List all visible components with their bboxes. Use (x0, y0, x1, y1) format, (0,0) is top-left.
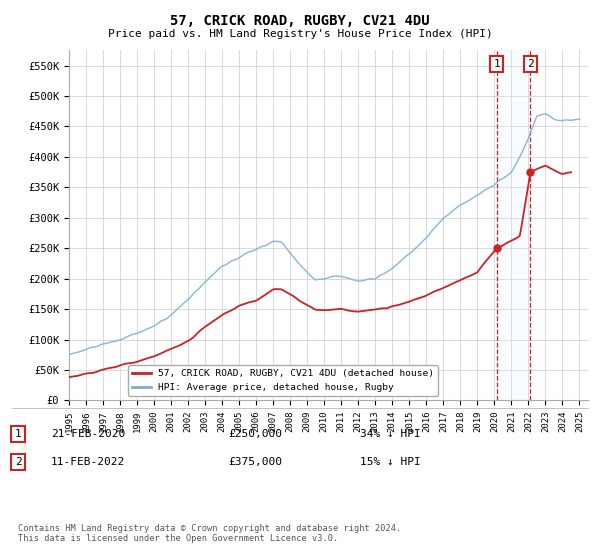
Text: 57, CRICK ROAD, RUGBY, CV21 4DU: 57, CRICK ROAD, RUGBY, CV21 4DU (170, 14, 430, 28)
Text: 34% ↓ HPI: 34% ↓ HPI (360, 429, 421, 439)
Legend: 57, CRICK ROAD, RUGBY, CV21 4DU (detached house), HPI: Average price, detached h: 57, CRICK ROAD, RUGBY, CV21 4DU (detache… (128, 366, 438, 396)
Text: 21-FEB-2020: 21-FEB-2020 (51, 429, 125, 439)
Bar (497, 50, 530, 400)
Text: Contains HM Land Registry data © Crown copyright and database right 2024.
This d: Contains HM Land Registry data © Crown c… (18, 524, 401, 543)
Text: 2: 2 (14, 457, 22, 467)
Text: 15% ↓ HPI: 15% ↓ HPI (360, 457, 421, 467)
Text: 11-FEB-2022: 11-FEB-2022 (51, 457, 125, 467)
Text: £250,000: £250,000 (228, 429, 282, 439)
Text: Price paid vs. HM Land Registry's House Price Index (HPI): Price paid vs. HM Land Registry's House … (107, 29, 493, 39)
Text: 1: 1 (493, 59, 500, 69)
Text: 1: 1 (14, 429, 22, 439)
Text: 2: 2 (527, 59, 534, 69)
Text: £375,000: £375,000 (228, 457, 282, 467)
